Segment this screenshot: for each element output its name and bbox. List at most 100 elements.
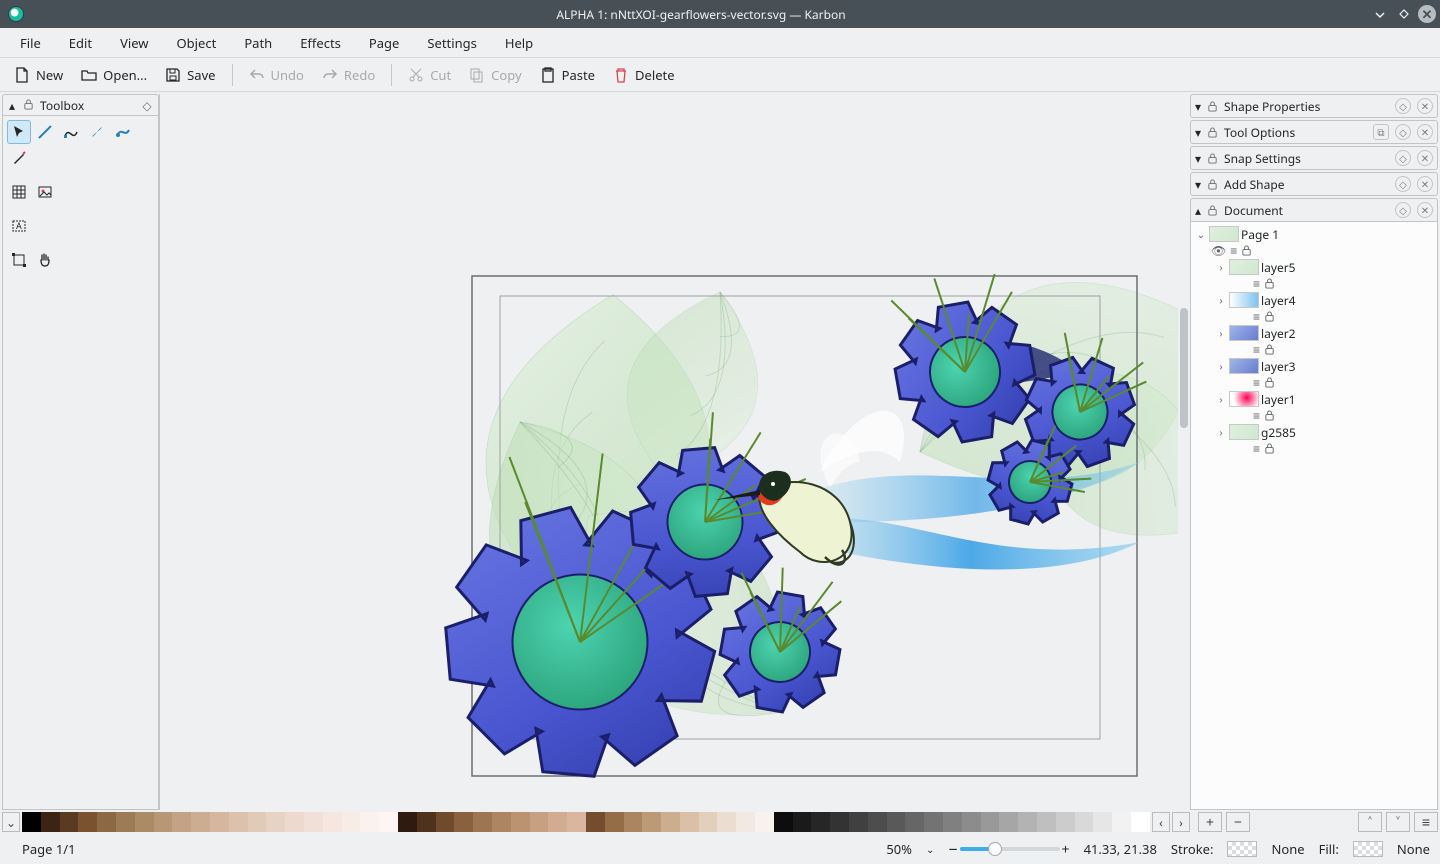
color-swatch[interactable] <box>154 812 173 832</box>
menu-view[interactable]: View <box>106 30 162 56</box>
tool-calligraphy[interactable] <box>85 120 109 144</box>
color-swatch[interactable] <box>717 812 736 832</box>
close-panel-icon[interactable]: ✕ <box>1417 98 1433 114</box>
save-button[interactable]: Save <box>157 62 223 88</box>
color-swatch[interactable] <box>699 812 718 832</box>
tool-artistic-text[interactable]: A <box>7 214 31 238</box>
color-swatch[interactable] <box>135 812 154 832</box>
color-swatch[interactable] <box>398 812 417 832</box>
color-swatch[interactable] <box>736 812 755 832</box>
menu-edit[interactable]: Edit <box>55 30 106 56</box>
palette-menu-button[interactable]: ⌄ <box>2 812 20 832</box>
tool-pan[interactable] <box>33 248 57 272</box>
color-swatch[interactable] <box>1037 812 1056 832</box>
color-swatch[interactable] <box>511 812 530 832</box>
color-swatch[interactable] <box>793 812 812 832</box>
cut-button[interactable]: Cut <box>400 62 459 88</box>
close-panel-icon[interactable]: ✕ <box>1417 176 1433 192</box>
layer-up-button[interactable]: ˄ <box>1358 812 1382 832</box>
tool-grid[interactable] <box>7 180 31 204</box>
color-swatch[interactable] <box>266 812 285 832</box>
menu-file[interactable]: File <box>6 30 55 56</box>
panel-document[interactable]: ▴ Document ◇ ✕ <box>1190 198 1438 222</box>
zoom-dropdown-icon[interactable]: ⌄ <box>926 842 934 856</box>
canvas[interactable] <box>160 92 1190 812</box>
color-swatch[interactable] <box>78 812 97 832</box>
color-swatch[interactable] <box>811 812 830 832</box>
new-button[interactable]: New <box>6 62 71 88</box>
layer-down-button[interactable]: ˅ <box>1386 812 1410 832</box>
color-swatch[interactable] <box>116 812 135 832</box>
color-swatch[interactable] <box>981 812 1000 832</box>
menu-effects[interactable]: Effects <box>286 30 355 56</box>
color-swatch[interactable] <box>1056 812 1075 832</box>
menu-help[interactable]: Help <box>491 30 547 56</box>
tool-freehand[interactable] <box>7 146 31 170</box>
color-swatch[interactable] <box>285 812 304 832</box>
color-swatch[interactable] <box>680 812 699 832</box>
color-swatch[interactable] <box>60 812 79 832</box>
float-icon[interactable]: ◇ <box>1395 150 1411 166</box>
tool-pointer[interactable] <box>7 120 31 144</box>
color-swatch[interactable] <box>323 812 342 832</box>
tool-transform[interactable] <box>7 248 31 272</box>
color-swatch[interactable] <box>1018 812 1037 832</box>
color-swatch[interactable] <box>567 812 586 832</box>
color-swatch[interactable] <box>868 812 887 832</box>
panel-tool-options[interactable]: ▾ Tool Options ⧉ ◇ ✕ <box>1190 120 1438 144</box>
close-panel-icon[interactable]: ✕ <box>1417 202 1433 218</box>
minimize-button[interactable] <box>1370 4 1390 24</box>
undo-button[interactable]: Undo <box>241 62 312 88</box>
color-swatch[interactable] <box>849 812 868 832</box>
color-swatch[interactable] <box>548 812 567 832</box>
document-tree[interactable]: ⌄Page 1👁≡›layer5≡›layer4≡›layer2≡›layer3… <box>1190 222 1438 810</box>
tool-path-edit[interactable] <box>59 120 83 144</box>
color-swatch[interactable] <box>360 812 379 832</box>
color-swatch[interactable] <box>924 812 943 832</box>
color-swatch[interactable] <box>605 812 624 832</box>
panel-shape-properties[interactable]: ▾ Shape Properties ◇ ✕ <box>1190 94 1438 118</box>
color-swatch[interactable] <box>417 812 436 832</box>
maximize-button[interactable] <box>1394 4 1414 24</box>
tool-line[interactable] <box>33 120 57 144</box>
restore-icon[interactable]: ⧉ <box>1373 124 1389 140</box>
color-swatch[interactable] <box>22 812 41 832</box>
color-swatch[interactable] <box>962 812 981 832</box>
float-icon[interactable]: ◇ <box>1395 98 1411 114</box>
palette-next-button[interactable]: › <box>1172 812 1190 832</box>
close-panel-icon[interactable]: ✕ <box>1417 150 1433 166</box>
color-swatch[interactable] <box>473 812 492 832</box>
color-swatch[interactable] <box>661 812 680 832</box>
float-icon[interactable]: ◇ <box>1395 176 1411 192</box>
tool-gradient[interactable] <box>111 120 135 144</box>
close-button[interactable]: ✕ <box>1418 5 1436 23</box>
paste-button[interactable]: Paste <box>532 62 603 88</box>
color-swatch[interactable] <box>1112 812 1131 832</box>
float-icon[interactable]: ◇ <box>1395 124 1411 140</box>
float-icon[interactable]: ◇ <box>140 98 154 112</box>
delete-button[interactable]: Delete <box>605 62 683 88</box>
panel-snap-settings[interactable]: ▾ Snap Settings ◇ ✕ <box>1190 146 1438 170</box>
color-swatch[interactable] <box>454 812 473 832</box>
color-swatch[interactable] <box>755 812 774 832</box>
menu-path[interactable]: Path <box>230 30 286 56</box>
color-swatch[interactable] <box>943 812 962 832</box>
menu-settings[interactable]: Settings <box>413 30 490 56</box>
color-swatch[interactable] <box>172 812 191 832</box>
toolbox-header[interactable]: ▴ Toolbox ◇ <box>2 94 159 116</box>
open-button[interactable]: Open... <box>73 62 155 88</box>
color-swatch[interactable] <box>492 812 511 832</box>
color-swatch[interactable] <box>229 812 248 832</box>
remove-button[interactable]: − <box>1226 812 1250 832</box>
color-swatch[interactable] <box>642 812 661 832</box>
menu-page[interactable]: Page <box>355 30 414 56</box>
zoom-slider[interactable]: − + <box>948 838 1069 860</box>
color-swatch[interactable] <box>624 812 643 832</box>
panel-add-shape[interactable]: ▾ Add Shape ◇ ✕ <box>1190 172 1438 196</box>
close-panel-icon[interactable]: ✕ <box>1417 124 1433 140</box>
redo-button[interactable]: Redo <box>314 62 383 88</box>
zoom-value[interactable]: 50% <box>886 840 912 858</box>
float-icon[interactable]: ◇ <box>1395 202 1411 218</box>
color-swatch[interactable] <box>586 812 605 832</box>
color-swatch[interactable] <box>999 812 1018 832</box>
